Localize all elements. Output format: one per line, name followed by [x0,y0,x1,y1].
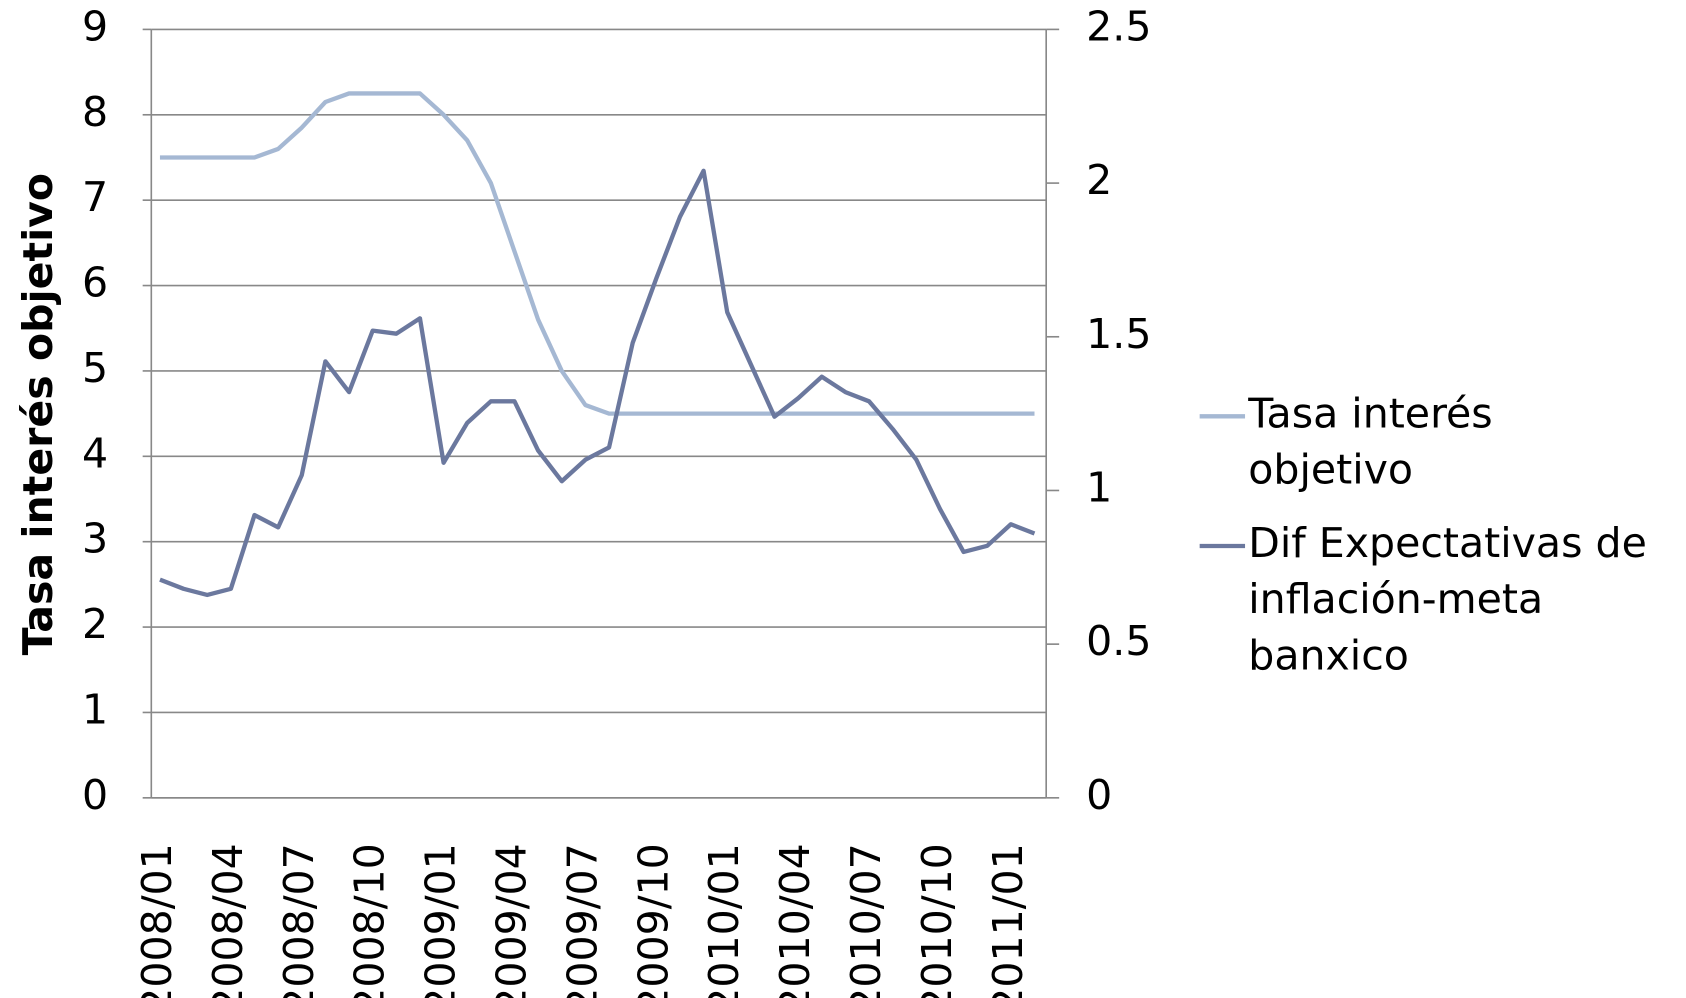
x-tick-label: 2010/01 [700,843,748,998]
y-tick-label: 1 [82,685,108,733]
y-tick-label: 9 [82,2,108,50]
x-tick-label: 2008/01 [133,843,181,998]
x-tick-label: 2008/10 [346,843,394,998]
x-tick-label: 2011/01 [984,843,1032,998]
y2-tick-label: 0 [1086,771,1112,819]
x-tick-label: 2010/04 [771,843,819,998]
x-tick-label: 2009/10 [629,843,677,998]
series-line [159,91,1035,416]
x-tick-label: 2008/04 [204,843,252,998]
y2-tick-label: 2 [1086,156,1112,204]
series-line [159,168,1036,598]
y-tick-label: 8 [82,88,108,136]
y2-tick-label: 1 [1086,463,1112,511]
legend-label: Tasa interés objetivo [1247,389,1492,493]
x-tick-label: 2010/07 [842,843,890,998]
y-tick-label: 6 [82,259,108,307]
y-tick-label: 2 [82,600,108,648]
y-axis-label: Tasa interés objetivo [14,173,62,656]
y-tick-label: 3 [82,515,108,563]
y-tick-label: 4 [82,429,108,477]
y-tick-label: 0 [82,771,108,819]
x-tick-label: 2008/07 [275,843,323,998]
x-tick-label: 2009/07 [558,843,606,998]
y2-tick-label: 0.5 [1086,617,1151,665]
x-tick-label: 2010/10 [913,843,961,998]
x-tick-label: 2009/01 [417,843,465,998]
x-tick-label: 2009/04 [488,843,536,998]
y2-tick-label: 2.5 [1086,2,1151,50]
legend-label: Dif Expectativas de inflación-meta banxico [1248,519,1647,679]
y-tick-label: 5 [82,344,108,392]
y2-tick-label: 1.5 [1086,310,1151,358]
y-tick-label: 7 [82,173,108,221]
